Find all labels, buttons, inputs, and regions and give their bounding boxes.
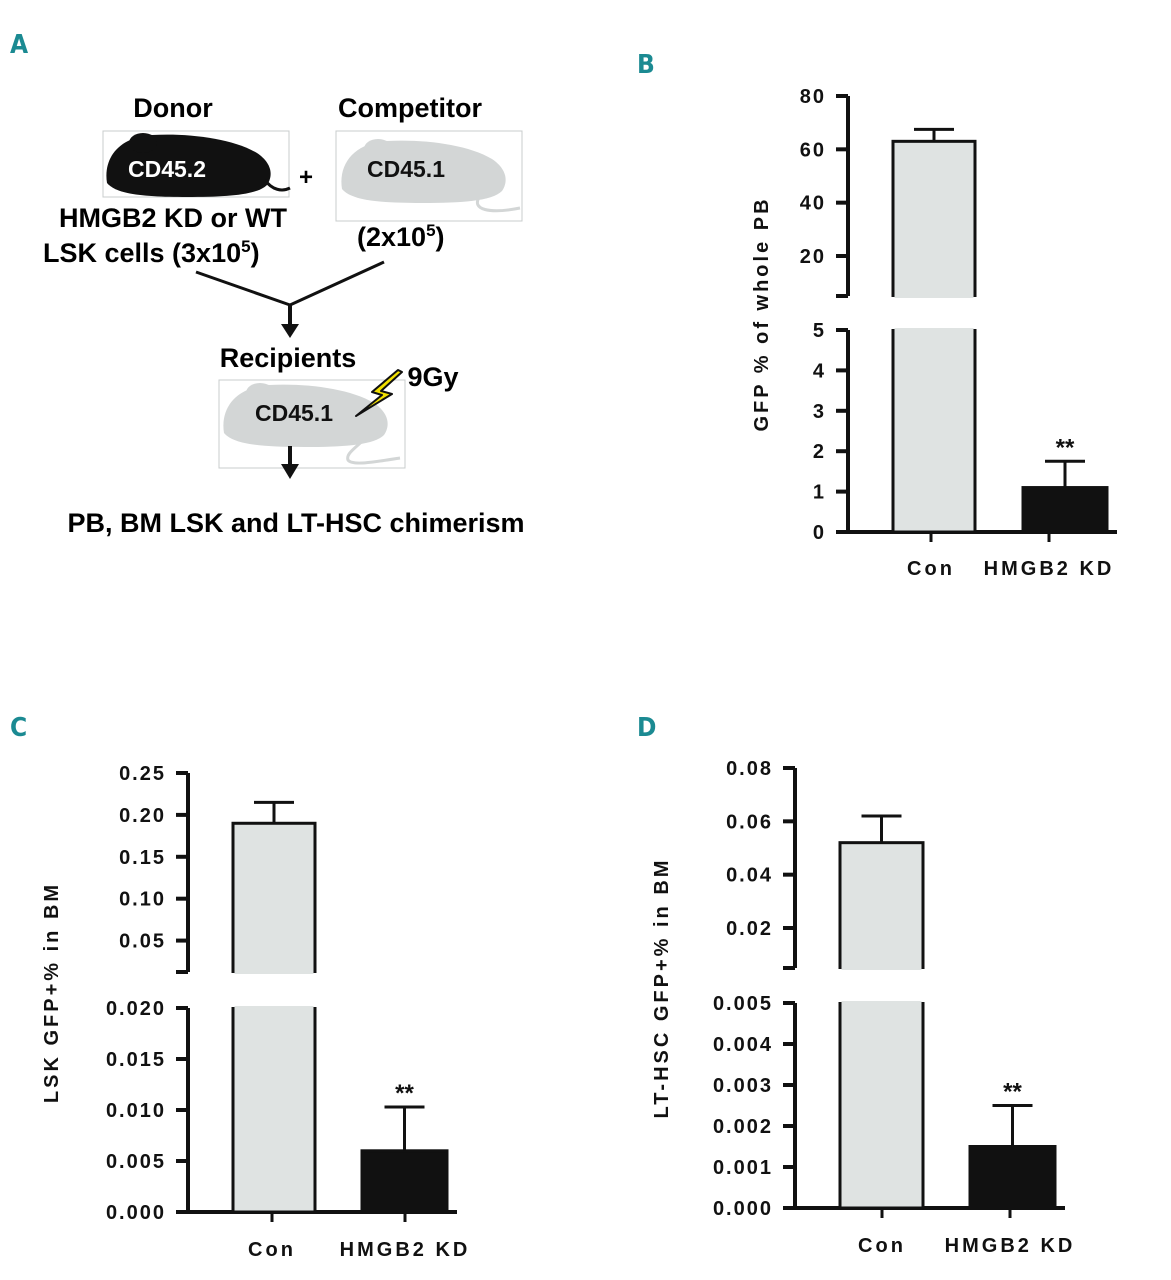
panel-label-b: B xyxy=(637,50,655,80)
bar-0-upper xyxy=(231,821,317,974)
panel-label-c: C xyxy=(10,713,28,743)
bar-break-fill-bottom xyxy=(894,328,974,332)
donor-cells-line2: LSK cells (3x105) xyxy=(43,237,260,268)
y-tick-label: 5 xyxy=(813,320,826,342)
y-tick-label: 0.010 xyxy=(106,1100,166,1122)
bar-0-lower xyxy=(838,1001,925,1210)
recipient-mouse-icon xyxy=(223,383,401,465)
y-tick-label: 0.000 xyxy=(106,1202,166,1224)
y-tick-label: 0.015 xyxy=(106,1049,166,1071)
donor-cells-line1: HMGB2 KD or WT xyxy=(59,203,287,233)
y-tick-label: 0.04 xyxy=(726,865,773,887)
irradiation-dose: 9Gy xyxy=(407,362,458,392)
y-tick-label: 0.15 xyxy=(119,847,166,869)
bar-0-lower xyxy=(231,1006,317,1214)
bar-break-gap xyxy=(230,973,318,1007)
significance-label-1: ** xyxy=(395,1080,414,1107)
bar-break-fill-bottom xyxy=(841,1001,922,1005)
bar-0-lower xyxy=(891,328,977,534)
y-tick-label: 0.06 xyxy=(726,811,773,833)
panel-label-a: A xyxy=(10,30,29,60)
y-tick-label: 0.002 xyxy=(713,1116,773,1138)
y-tick-label: 0.05 xyxy=(119,931,166,953)
y-tick-label: 0 xyxy=(813,522,826,544)
plus-sign: + xyxy=(299,164,313,191)
y-tick-label: 0.001 xyxy=(713,1157,773,1179)
y-tick-label: 0.005 xyxy=(713,993,773,1015)
bar-1 xyxy=(968,1145,1057,1210)
y-tick-label: 0.005 xyxy=(106,1151,166,1173)
significance-label-1: ** xyxy=(1003,1079,1022,1106)
arrow-head-2 xyxy=(281,464,299,479)
y-tick-label: 1 xyxy=(813,482,826,504)
competitor-frame xyxy=(335,130,523,222)
competitor-cells: (2x105) xyxy=(357,221,445,252)
competitor-mouse-icon xyxy=(341,139,521,213)
donor-title: Donor xyxy=(133,93,213,123)
x-category-label-1: HMGB2 KD xyxy=(340,1239,471,1261)
y-tick-label: 0.020 xyxy=(106,998,166,1020)
x-category-label-1: HMGB2 KD xyxy=(945,1235,1076,1257)
merge-line-right xyxy=(289,260,385,307)
donor-mouse-label: CD45.2 xyxy=(128,156,206,182)
x-category-label-0: Con xyxy=(858,1235,906,1257)
y-axis-label: GFP % of whole PB xyxy=(751,196,773,431)
merge-line-left xyxy=(195,270,291,307)
y-tick-label: 3 xyxy=(813,401,826,423)
y-tick-label: 40 xyxy=(800,193,826,215)
x-category-label-1: HMGB2 KD xyxy=(984,558,1115,580)
significance-label-1: ** xyxy=(1056,434,1075,461)
readout-text: PB, BM LSK and LT-HSC chimerism xyxy=(67,508,524,538)
y-tick-label: 20 xyxy=(800,246,826,268)
y-tick-label: 0.003 xyxy=(713,1075,773,1097)
transplant-schematic: Donor CD45.2 HMGB2 KD or WT LSK cells (3… xyxy=(43,93,525,538)
bar-break-fill-top xyxy=(894,294,974,298)
bar-break-fill-bottom xyxy=(234,1006,314,1010)
donor-mouse-icon xyxy=(106,133,291,197)
y-tick-label: 0.004 xyxy=(713,1034,773,1056)
y-tick-label: 0.000 xyxy=(713,1198,773,1220)
competitor-mouse-label: CD45.1 xyxy=(367,156,445,182)
competitor-title: Competitor xyxy=(338,93,482,123)
y-tick-label: 80 xyxy=(800,86,826,108)
arrow-head-1 xyxy=(281,324,299,338)
x-category-label-0: Con xyxy=(907,558,955,580)
y-tick-label: 0.08 xyxy=(726,758,773,780)
y-axis-label: LSK GFP+% in BM xyxy=(41,882,63,1103)
y-tick-label: 0.20 xyxy=(119,805,166,827)
y-tick-label: 4 xyxy=(813,360,826,382)
bar-0-upper xyxy=(891,139,977,298)
recipient-frame xyxy=(218,379,406,469)
bar-0-upper xyxy=(838,841,925,970)
bar-break-gap xyxy=(837,969,926,1002)
lightning-bolt-icon xyxy=(355,369,403,417)
bar-break-fill-top xyxy=(234,970,314,974)
donor-frame xyxy=(102,130,290,198)
y-tick-label: 0.10 xyxy=(119,889,166,911)
recipient-mouse-label: CD45.1 xyxy=(255,400,333,426)
bar-break-gap xyxy=(890,297,978,329)
panel-label-d: D xyxy=(637,713,657,743)
bar-break-fill-top xyxy=(841,966,922,970)
bar-1 xyxy=(1021,486,1109,534)
y-tick-label: 2 xyxy=(813,441,826,463)
x-category-label-0: Con xyxy=(248,1239,296,1261)
y-tick-label: 0.25 xyxy=(119,763,166,785)
y-tick-label: 0.02 xyxy=(726,918,773,940)
y-axis-label: LT-HSC GFP+% in BM xyxy=(651,858,673,1119)
recipients-title: Recipients xyxy=(220,343,357,373)
y-tick-label: 60 xyxy=(800,139,826,161)
